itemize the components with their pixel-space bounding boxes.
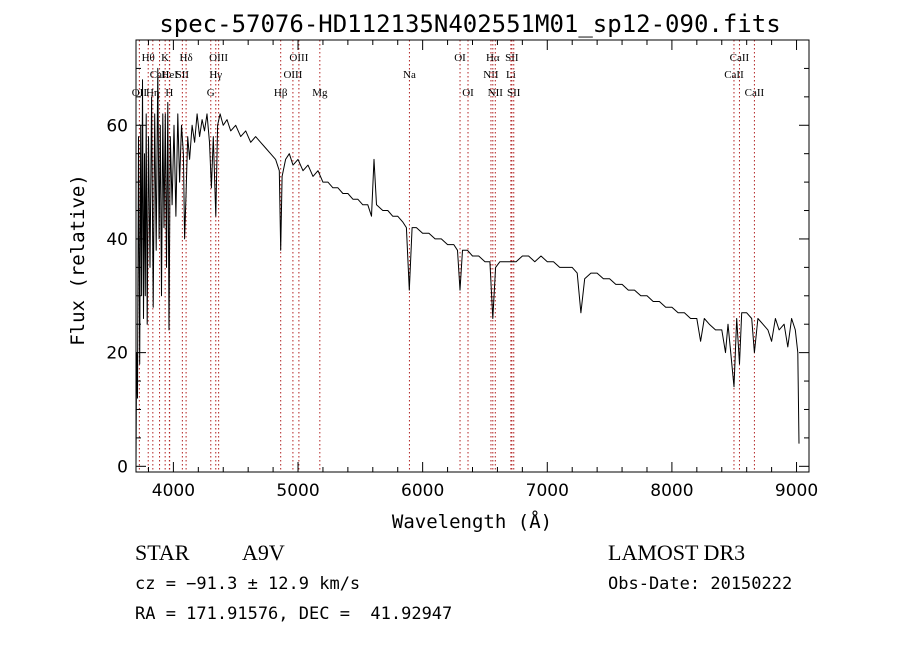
- spectral-line-markers: OIIHθHηCaIIKHHeISIIHδGHγOIIIHβOIIIOIIIMg…: [132, 40, 765, 472]
- spectrum-line: [135, 67, 800, 467]
- spectral-line-label: Mg: [312, 87, 328, 99]
- redshift-text: cz = −91.3 ± 12.9 km/s: [135, 574, 361, 594]
- spectral-line-label: SII: [505, 52, 519, 64]
- spectral-line-label: CaII: [745, 87, 765, 99]
- y-tick-label: 60: [106, 116, 128, 136]
- survey-label: LAMOST DR3: [608, 540, 746, 565]
- x-tick-label: 8000: [650, 481, 693, 501]
- spectral-line-label: HeI: [161, 69, 178, 81]
- y-tick-label: 40: [106, 230, 128, 250]
- x-tick-label: 9000: [775, 481, 818, 501]
- spectral-line-label: CaII: [730, 52, 750, 64]
- y-axis-label: Flux (relative): [67, 174, 89, 346]
- spectral-line-label: OIII: [209, 52, 228, 64]
- spectral-line-label: Hβ: [274, 87, 288, 99]
- spectral-line-label: Na: [403, 69, 416, 81]
- x-tick-label: 4000: [152, 481, 195, 501]
- spectral-line-label: Hη: [146, 87, 160, 99]
- spectral-line-label: Hθ: [142, 52, 155, 64]
- spectral-line-label: OI: [462, 87, 474, 99]
- spectral-line-label: OIII: [283, 69, 302, 81]
- spectral-line-label: Hγ: [209, 69, 222, 81]
- spectral-line-label: K: [161, 52, 169, 64]
- spectral-line-label: CaII: [724, 69, 744, 81]
- axes-layer: 4000 5000 6000 7000 8000 9000 0 20 40 60: [106, 40, 818, 501]
- spectral-line-label: NII: [483, 69, 499, 81]
- spectral-line-label: G: [207, 87, 215, 99]
- spectral-line-label: OIII: [289, 52, 308, 64]
- coordinates-text: RA = 171.91576, DEC = 41.92947: [135, 604, 453, 624]
- y-tick-label: 20: [106, 344, 128, 364]
- x-axis-label: Wavelength (Å): [392, 510, 552, 533]
- spectral-line-label: SII: [176, 69, 190, 81]
- class-label: STAR: [135, 540, 190, 565]
- x-tick-label: 7000: [526, 481, 569, 501]
- spectral-line-label: Li: [506, 69, 516, 81]
- spectral-line-label: Hα: [486, 52, 500, 64]
- x-tick-label: 5000: [276, 481, 319, 501]
- spectral-line-label: NII: [488, 87, 504, 99]
- spectral-line-label: SII: [507, 87, 521, 99]
- chart-title: spec-57076-HD112135N402551M01_sp12-090.f…: [159, 10, 780, 38]
- subclass-label: A9V: [242, 540, 285, 565]
- spectral-line-label: Hδ: [180, 52, 193, 64]
- spectrum-layer: [135, 67, 800, 467]
- spectral-line-label: OI: [454, 52, 466, 64]
- obs-date-text: Obs-Date: 20150222: [608, 574, 793, 594]
- x-tick-label: 6000: [401, 481, 444, 501]
- y-tick-label: 0: [117, 457, 128, 477]
